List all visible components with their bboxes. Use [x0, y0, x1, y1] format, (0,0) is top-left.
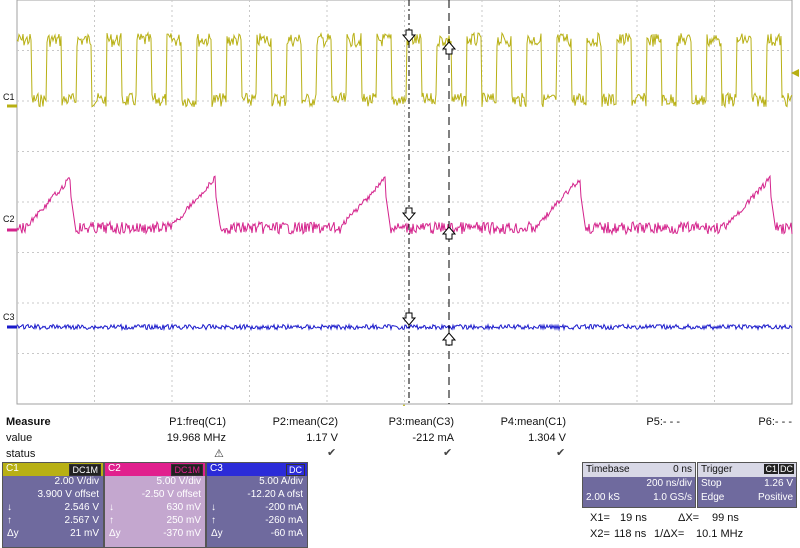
warning-icon: ⚠: [214, 448, 224, 460]
c3-delta-label: Δy: [211, 528, 223, 539]
p4-value: 1.304 V: [528, 432, 566, 444]
timebase-label: Timebase: [586, 464, 630, 475]
c3-delta-value: -60 mA: [270, 528, 303, 539]
c1-coupling: DC1M: [69, 464, 101, 476]
timebase-box[interactable]: Timebase 0 ns 200 ns/div 2.00 kS 1.0 GS/…: [582, 462, 696, 508]
p2-name[interactable]: P2:mean(C2): [272, 416, 338, 428]
c3-trace: [16, 322, 793, 332]
c2-cursor1-value: 630 mV: [166, 502, 201, 513]
measure-row-status: status: [6, 448, 36, 460]
c3-down-arrow-icon: ↓: [211, 502, 216, 513]
timebase-tdiv: 200 ns/div: [646, 478, 692, 489]
p4-check-icon: ✔: [556, 447, 566, 459]
c3-offset: -12.20 A ofst: [247, 489, 303, 500]
c2-scale: 5.00 V/div: [156, 476, 201, 487]
c3-cursor2-value: -260 mA: [265, 515, 303, 526]
cursor-up-arrow-icon[interactable]: [441, 226, 457, 240]
trigger-label: Trigger: [701, 464, 733, 475]
timebase-rate: 1.0 GS/s: [653, 492, 692, 503]
c2-down-arrow-icon: ↓: [109, 502, 114, 513]
trigger-position-marker: [402, 404, 406, 406]
inv-dx-label: 1/ΔX=: [654, 528, 685, 540]
c3-cursor1-value: -200 mA: [265, 502, 303, 513]
p3-value: -212 mA: [412, 432, 454, 444]
c3-scale: 5.00 A/div: [259, 476, 303, 487]
c1-delta-label: Δy: [7, 528, 19, 539]
trigger-mode: Stop: [701, 478, 722, 489]
c3-descriptor[interactable]: C3 DC 5.00 A/div -12.20 A ofst ↓ -200 mA …: [206, 462, 308, 548]
waveform-display: C1 C2 C3: [3, 0, 799, 406]
p2-value: 1.17 V: [306, 432, 338, 444]
p1-name[interactable]: P1:freq(C1): [169, 416, 226, 428]
measure-row-value: value: [6, 432, 33, 444]
cursor-down-arrow-icon[interactable]: [401, 29, 417, 43]
p4-name[interactable]: P4:mean(C1): [500, 416, 566, 428]
c2-trace: [16, 174, 793, 236]
c1-down-arrow-icon: ↓: [7, 502, 12, 513]
channel-label-c3: C3: [3, 312, 15, 322]
c3-box-name: C3: [210, 463, 223, 474]
c2-up-arrow-icon: ↑: [109, 515, 114, 526]
trigger-level-marker: [791, 69, 799, 77]
c1-cursor2-value: 2.567 V: [64, 515, 99, 526]
cursor-up-arrow-icon[interactable]: [441, 41, 457, 55]
x2-label: X2=: [590, 528, 610, 540]
measure-table: Measure value status P1:freq(C1) 19.968 …: [0, 412, 800, 462]
c1-cursor1-value: 2.546 V: [64, 502, 99, 513]
cursor-down-arrow-icon[interactable]: [401, 207, 417, 221]
x1-value: 19 ns: [620, 512, 647, 524]
graticule-grid: [17, 0, 792, 404]
c1-up-arrow-icon: ↑: [7, 515, 12, 526]
x1-label: X1=: [590, 512, 610, 524]
p1-value: 19.968 MHz: [166, 432, 226, 444]
trigger-type: Edge: [701, 492, 725, 503]
trigger-slope: Positive: [757, 492, 793, 503]
c2-coupling: DC1M: [171, 464, 203, 476]
inv-dx-value: 10.1 MHz: [696, 528, 744, 540]
p5-name[interactable]: P5:- - -: [646, 416, 680, 428]
c1-offset: 3.900 V offset: [37, 489, 99, 500]
trigger-box[interactable]: Trigger C1 DC Stop 1.26 V Edge Positive: [697, 462, 797, 508]
c1-scale: 2.00 V/div: [54, 476, 99, 487]
timebase-samples: 2.00 kS: [586, 492, 620, 503]
p6-name[interactable]: P6:- - -: [758, 416, 792, 428]
cursor-down-arrow-icon[interactable]: [401, 312, 417, 326]
trigger-level: 1.26 V: [764, 478, 793, 489]
c3-up-arrow-icon: ↑: [211, 515, 216, 526]
trigger-coupling: DC: [779, 464, 794, 474]
p2-check-icon: ✔: [327, 447, 337, 459]
c2-descriptor[interactable]: C2 DC1M 5.00 V/div -2.50 V offset ↓ 630 m…: [104, 462, 206, 548]
measure-header: Measure: [6, 416, 51, 428]
c1-trace: [16, 31, 793, 109]
channel-label-c1: C1: [3, 92, 15, 102]
cursor-up-arrow-icon[interactable]: [441, 332, 457, 346]
dx-value: 99 ns: [712, 512, 739, 524]
c2-delta-label: Δy: [109, 528, 121, 539]
trigger-channel: C1: [764, 464, 778, 474]
p3-name[interactable]: P3:mean(C3): [388, 416, 454, 428]
p3-check-icon: ✔: [443, 447, 453, 459]
dx-label: ΔX=: [678, 512, 700, 524]
timebase-delay: 0 ns: [673, 464, 692, 475]
channel-label-c2: C2: [3, 214, 15, 224]
c2-box-name: C2: [108, 463, 121, 474]
x2-value: 118 ns: [614, 528, 647, 540]
c2-offset: -2.50 V offset: [141, 489, 201, 500]
c1-box-name: C1: [6, 463, 19, 474]
c3-coupling: DC: [286, 464, 305, 476]
c1-delta-value: 21 mV: [70, 528, 99, 539]
c2-cursor2-value: 250 mV: [166, 515, 201, 526]
c1-descriptor[interactable]: C1 DC1M 2.00 V/div 3.900 V offset ↓ 2.546…: [2, 462, 104, 548]
c2-delta-value: -370 mV: [163, 528, 201, 539]
